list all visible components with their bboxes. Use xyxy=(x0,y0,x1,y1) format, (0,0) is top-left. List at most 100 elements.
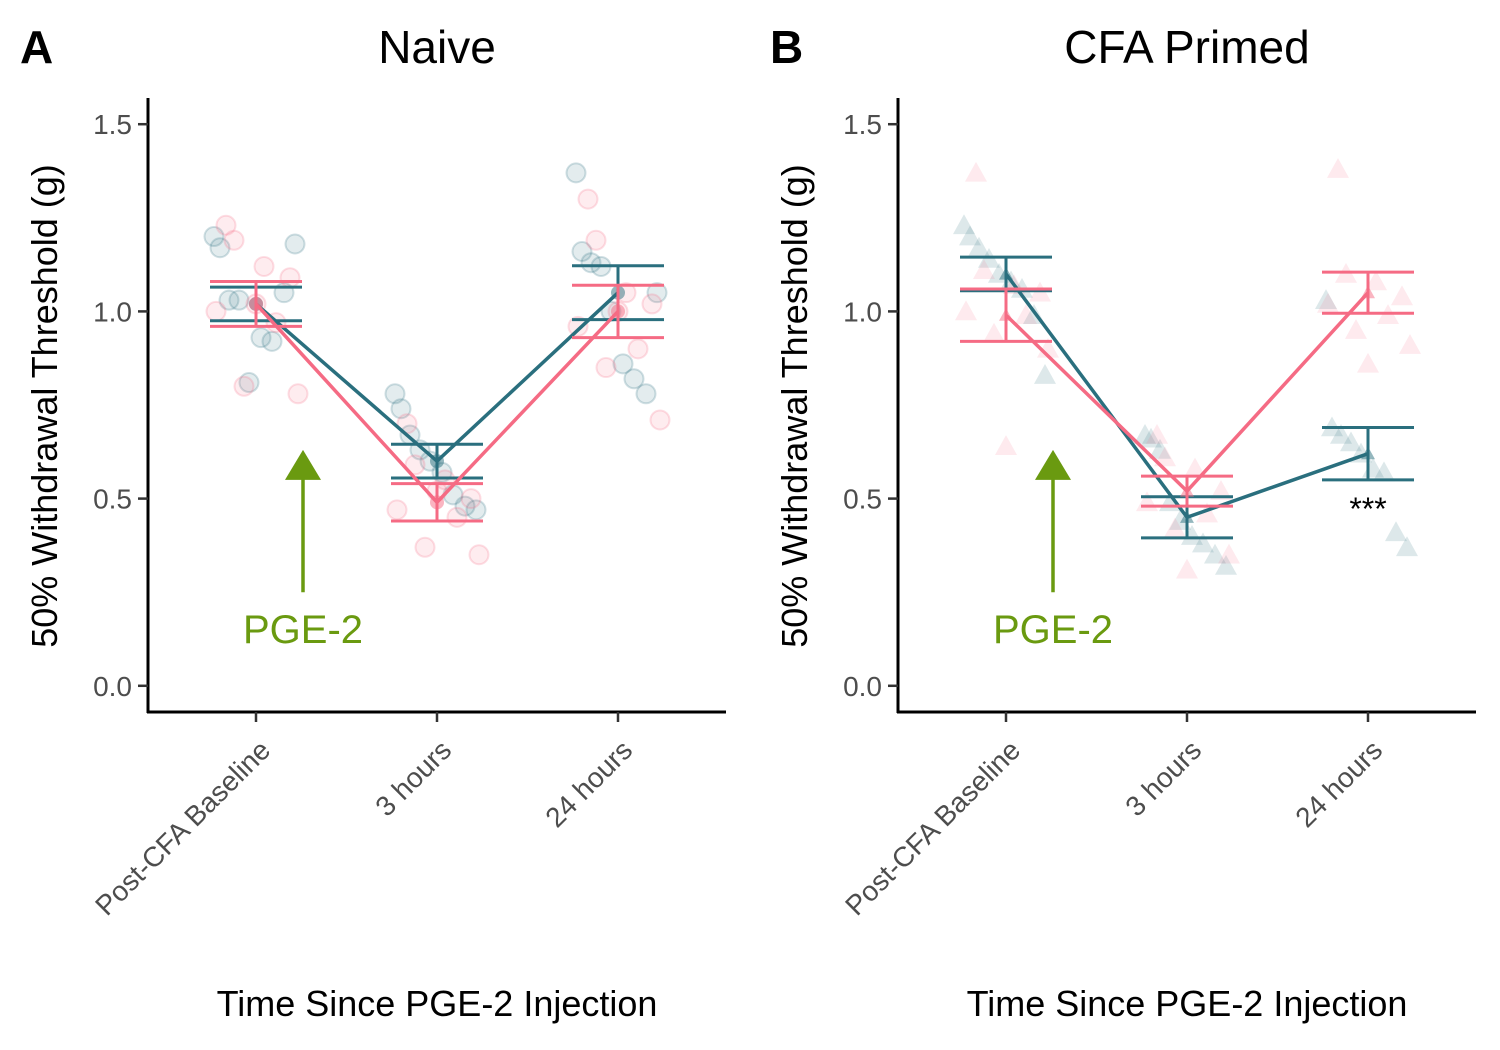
panel-b-mean-point xyxy=(999,266,1013,280)
panel-b-data-point xyxy=(1034,364,1056,384)
panel-b-data-point xyxy=(1146,423,1168,444)
panel-a-data-point xyxy=(233,375,255,397)
panel-b-data-point xyxy=(1192,532,1214,553)
panel-b-data-point xyxy=(1340,431,1362,452)
panel-a-data-point xyxy=(646,282,668,304)
panel-a-x-tick-label: 3 hours xyxy=(369,734,457,822)
panel-b-data-point xyxy=(995,435,1017,455)
panel-a-y-tick-label: 1.5 xyxy=(93,109,132,140)
panel-b-data-point xyxy=(959,225,981,246)
panel-a-mean-line xyxy=(254,291,620,464)
panel-a-data-point xyxy=(218,289,240,311)
panel-a-data-point xyxy=(567,315,589,337)
panel-a-y-tick-label: 1.0 xyxy=(93,296,132,327)
panel-b-data-point xyxy=(973,259,995,280)
panel-a-data-point xyxy=(446,506,468,528)
panel-a-x-tick-label: 24 hours xyxy=(539,734,638,833)
panel-b-data-point xyxy=(1345,319,1367,339)
panel-b-data-point xyxy=(1196,502,1218,523)
panel-a-mean-point xyxy=(611,304,625,319)
panel-a-data-point xyxy=(223,229,245,251)
panel-b: B CFA Primed 50% Withdrawal Threshold (g… xyxy=(770,21,1476,1024)
panel-a-title: Naive xyxy=(378,21,496,73)
panel-b-x-tick-label: 24 hours xyxy=(1289,734,1388,833)
panel-a-plot-area: 0.0 0.5 1.0 1.5 Post-CFA Baseline 3 hours 24 h… xyxy=(89,98,726,921)
panel-a-data-point xyxy=(205,300,227,322)
panel-b-data-point xyxy=(1218,543,1240,564)
panel-b-data-point xyxy=(1204,543,1226,564)
panel-a-data-point xyxy=(284,233,306,255)
panel-a-data-point xyxy=(279,267,301,289)
panel-b-data-point xyxy=(1149,438,1171,459)
panel-b-data-point xyxy=(1176,558,1198,579)
panel-b-data-point xyxy=(1317,292,1339,313)
panel-b-data-point xyxy=(1315,289,1337,309)
panel-a-data-point xyxy=(571,241,593,262)
panel-a-data-point xyxy=(228,289,250,311)
panel-a-data-point xyxy=(577,188,599,210)
panel-b-y-tick-label: 0.5 xyxy=(843,484,882,515)
panel-b-title: CFA Primed xyxy=(1064,21,1309,73)
panel-a-mean-point xyxy=(249,296,263,311)
panel-a-data-point xyxy=(209,237,231,259)
panel-b-mean-line xyxy=(1004,291,1370,494)
panel-a-data-point xyxy=(287,383,309,405)
panel-b-data-point xyxy=(1136,491,1158,512)
panel-b-data-point xyxy=(1365,270,1387,291)
panel-b-data-point xyxy=(1215,554,1237,575)
panel-b-data-point xyxy=(968,236,990,257)
panel-b-data-point xyxy=(1181,525,1203,545)
panel-b-mean-point xyxy=(1180,510,1194,523)
panel-b-y-axis-label: 50% Withdrawal Threshold (g) xyxy=(774,164,815,648)
panel-b-data-point xyxy=(1391,285,1413,306)
panel-a-data-point xyxy=(468,544,490,566)
panel-b-data-point xyxy=(1154,446,1176,467)
panel-b-pge2-arrowhead xyxy=(1035,449,1071,480)
panel-a-label: A xyxy=(20,21,53,73)
panel-b-data-point xyxy=(1210,480,1232,500)
panel-b-mean-point xyxy=(1361,285,1375,299)
panel-a-y-tick-label: 0.5 xyxy=(93,484,132,515)
panel-b-mean-point xyxy=(999,308,1013,321)
panel-a-data-point xyxy=(649,409,671,431)
panel-b-data-point xyxy=(1327,158,1349,178)
panel-b-data-point xyxy=(1357,352,1379,373)
panel-b-data-point xyxy=(1330,423,1352,444)
panel-b-data-point xyxy=(1399,334,1421,354)
panel-b-x-tick-label: Post-CFA Baseline xyxy=(839,734,1026,921)
panel-b-x-axis-label: Time Since PGE-2 Injection xyxy=(967,983,1408,1024)
panel-a-data-point xyxy=(404,454,426,476)
panel-b-label: B xyxy=(770,21,803,73)
panel-b-plot-area: 0.0 0.5 1.0 1.5 Post-CFA Baseline 3 hours 24 h… xyxy=(839,98,1476,921)
panel-a-data-point xyxy=(635,383,657,405)
panel-a-y-tick-label: 0.0 xyxy=(93,671,132,702)
panel-a-y-axis-label: 50% Withdrawal Threshold (g) xyxy=(24,164,65,648)
panel-a-data-point xyxy=(203,226,225,248)
panel-b-data-point xyxy=(1396,536,1418,557)
panel-a-data-point xyxy=(623,368,645,390)
panel-a-mean-point xyxy=(430,454,444,469)
panel-a-pge2-arrowhead xyxy=(285,449,321,480)
panel-a: A Naive 50% Withdrawal Threshold (g) Tim… xyxy=(20,21,726,1024)
panel-a-data-point xyxy=(386,499,408,521)
panel-a-data-point xyxy=(595,357,617,379)
panel-b-data-point xyxy=(1164,517,1186,538)
panel-b-data-point xyxy=(965,161,987,182)
panel-a-data-point xyxy=(580,252,602,274)
panel-a-data-point xyxy=(253,255,275,277)
panel-a-data-point xyxy=(585,229,607,251)
panel-a-data-point xyxy=(641,293,663,315)
panel-a-data-point xyxy=(627,338,649,360)
panel-a-x-tick-label: Post-CFA Baseline xyxy=(89,734,276,921)
panel-a-data-point xyxy=(238,372,260,394)
panel-b-data-point xyxy=(953,214,975,235)
panel-a-data-point xyxy=(414,536,436,558)
panel-a-data-point xyxy=(465,499,487,521)
panel-b-data-point xyxy=(1134,423,1156,444)
panel-b-mean-point xyxy=(1180,484,1194,497)
panel-b-data-point xyxy=(1373,461,1395,482)
panel-a-data-point xyxy=(384,383,406,405)
panel-a-data-point xyxy=(215,214,237,236)
panel-b-data-point xyxy=(1015,304,1037,324)
panel-a-data-point xyxy=(460,488,482,510)
